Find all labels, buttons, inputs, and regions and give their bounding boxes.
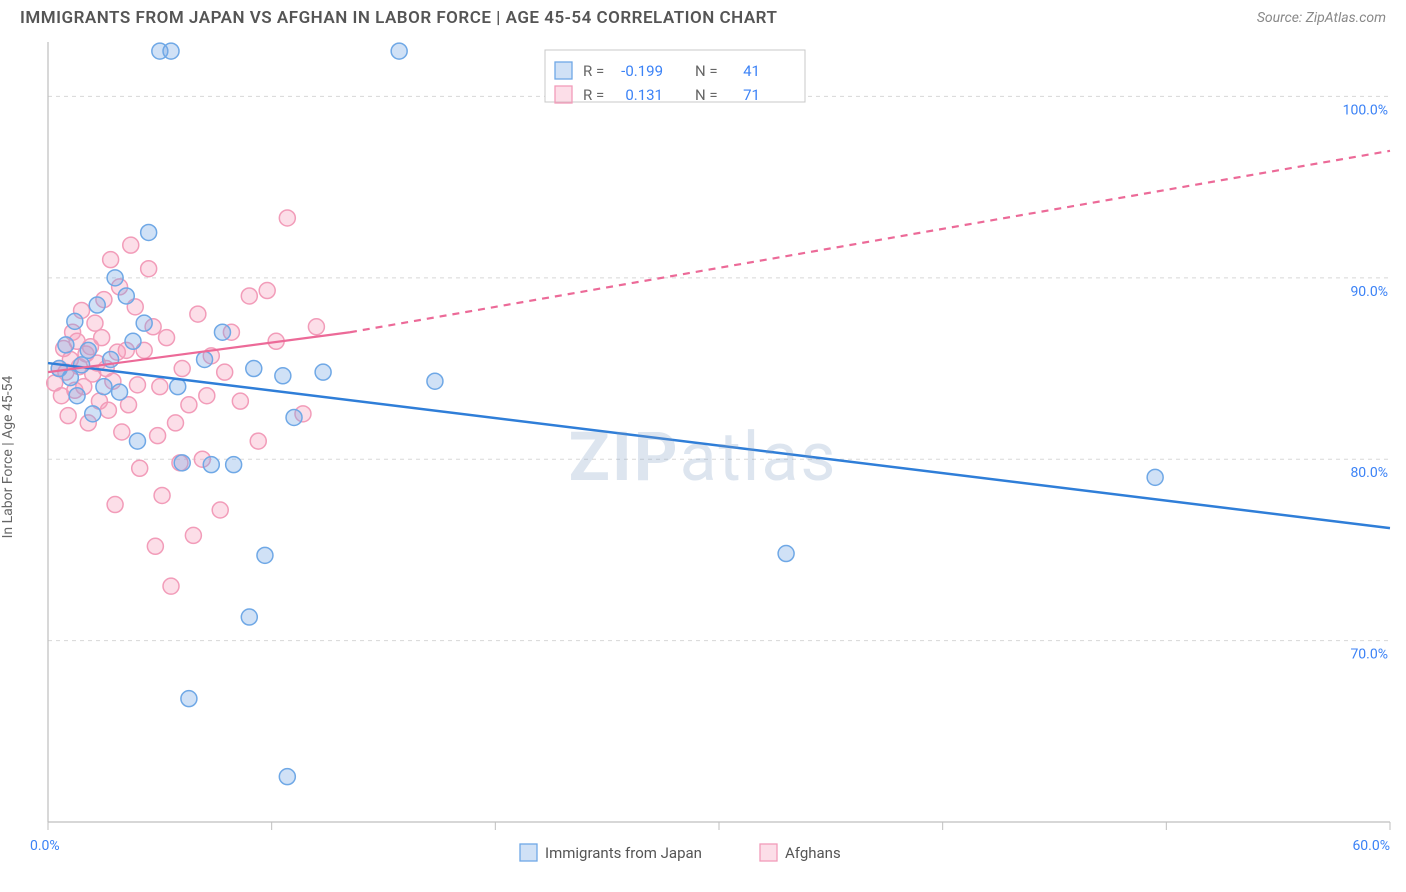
- chart-header: IMMIGRANTS FROM JAPAN VS AFGHAN IN LABOR…: [0, 0, 1406, 32]
- chart-source: Source: ZipAtlas.com: [1257, 10, 1386, 26]
- svg-text:60.0%: 60.0%: [1352, 838, 1390, 854]
- svg-text:N =: N =: [695, 62, 718, 80]
- svg-text:-0.199: -0.199: [621, 62, 663, 80]
- chart-area: In Labor Force | Age 45-54 ZIPatlas 70.0…: [0, 32, 1406, 882]
- svg-text:41: 41: [743, 62, 760, 80]
- svg-text:80.0%: 80.0%: [1350, 465, 1388, 481]
- svg-text:90.0%: 90.0%: [1350, 284, 1388, 300]
- svg-text:100.0%: 100.0%: [1343, 102, 1388, 118]
- y-axis-label: In Labor Force | Age 45-54: [0, 376, 16, 539]
- chart-title: IMMIGRANTS FROM JAPAN VS AFGHAN IN LABOR…: [20, 8, 777, 28]
- svg-text:0.0%: 0.0%: [30, 838, 60, 854]
- svg-text:0.131: 0.131: [625, 86, 663, 104]
- svg-text:R =: R =: [583, 62, 604, 80]
- svg-text:R =: R =: [583, 86, 604, 104]
- svg-text:Afghans: Afghans: [785, 844, 841, 862]
- scatter-chart-svg: 70.0% 80.0% 90.0% 100.0% 0.0% 60.0% R = -0.199 N…: [0, 32, 1406, 882]
- svg-text:71: 71: [743, 86, 760, 104]
- svg-text:Immigrants from Japan: Immigrants from Japan: [545, 844, 702, 862]
- svg-text:70.0%: 70.0%: [1350, 647, 1388, 663]
- svg-text:N =: N =: [695, 86, 718, 104]
